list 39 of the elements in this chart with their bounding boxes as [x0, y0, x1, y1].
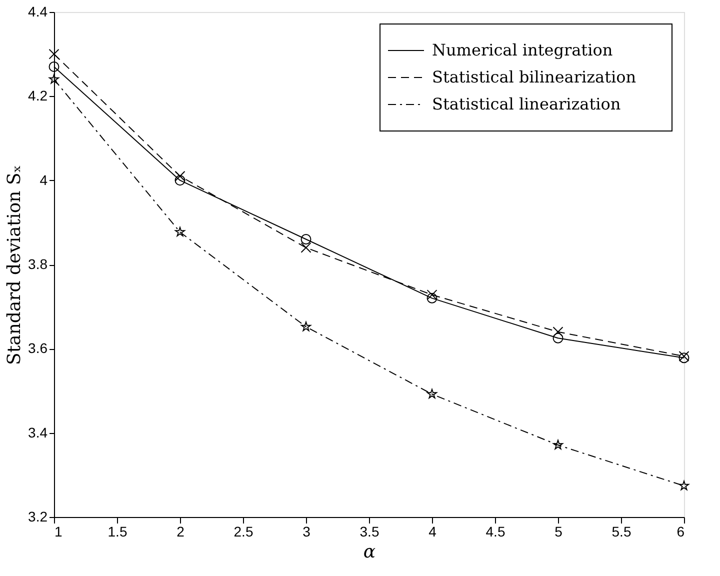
point: [48, 61, 60, 72]
point: [174, 170, 186, 182]
y-tick-label: 3.2: [28, 508, 48, 524]
y-tick-label: 4.4: [28, 4, 48, 20]
point: [426, 292, 438, 304]
legend-label: Statistical bilinearization: [432, 68, 636, 86]
x-tick-label: 2: [176, 524, 185, 540]
x-tick-label: 2.5: [234, 524, 254, 540]
x-tick-label: 3: [302, 524, 311, 540]
x-tick-label: 6: [676, 524, 685, 540]
point: [300, 234, 312, 244]
x-tick-label: 1: [54, 524, 62, 540]
point: [552, 332, 564, 344]
x-tick-label: 4.5: [486, 524, 506, 540]
point: [426, 290, 438, 300]
point: [300, 242, 312, 253]
point: [678, 480, 690, 490]
x-tick-label: 3.5: [360, 524, 380, 540]
x-tick-label: 1.5: [108, 524, 128, 540]
point: [552, 440, 564, 450]
point: [48, 74, 60, 84]
x-tick-label: 4: [428, 524, 437, 540]
point: [426, 388, 438, 398]
x-tick-label: 5.5: [612, 524, 632, 540]
y-axis-title: Standard deviation Sₓ: [4, 165, 26, 365]
x-axis-title: α: [363, 542, 376, 562]
y-tick-label: 3.8: [28, 256, 48, 272]
y-tick-label: 3.6: [28, 340, 48, 356]
legend-label: Numerical integration: [432, 40, 613, 60]
legend-label: Statistical linearization: [432, 94, 621, 114]
point: [48, 48, 60, 60]
x-tick-label: 5: [554, 524, 563, 540]
y-tick-label: 4: [40, 172, 48, 188]
y-tick-label: 3.4: [28, 424, 48, 440]
point: [174, 226, 186, 236]
point: [300, 322, 312, 332]
point: [174, 175, 186, 186]
y-tick-label: 4.2: [28, 88, 48, 104]
point: [552, 326, 564, 338]
